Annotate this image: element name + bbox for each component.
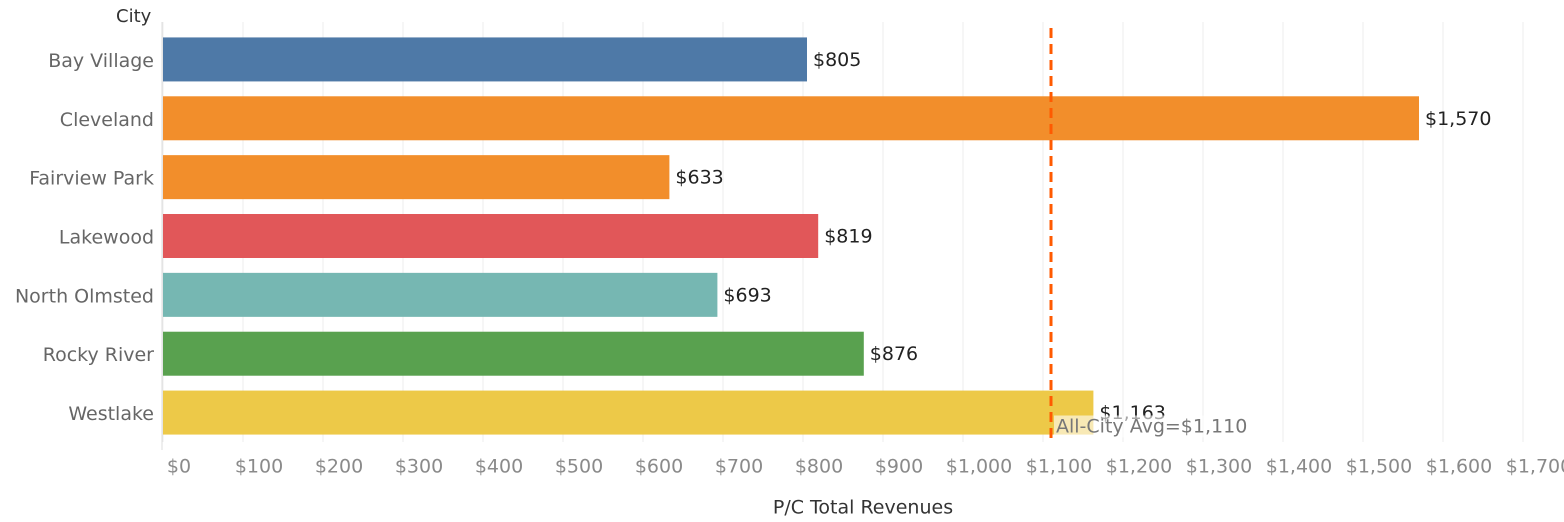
x-tick-label: $1,700 <box>1506 456 1564 478</box>
value-label: $633 <box>675 167 723 189</box>
x-tick-label: $400 <box>475 456 523 478</box>
category-label: Westlake <box>68 403 154 425</box>
bar <box>163 214 819 258</box>
category-label: Bay Village <box>48 50 154 72</box>
x-tick-label: $1,300 <box>1186 456 1252 478</box>
x-tick-label: $1,100 <box>1026 456 1092 478</box>
value-label: $805 <box>813 49 861 71</box>
category-label: North Olmsted <box>15 285 154 307</box>
category-label: Rocky River <box>43 344 154 366</box>
value-label: $876 <box>870 343 918 365</box>
x-tick-label: $1,200 <box>1106 456 1172 478</box>
x-tick-label: $100 <box>235 456 283 478</box>
value-label: $819 <box>824 226 872 248</box>
bar <box>163 331 864 376</box>
x-tick-label: $200 <box>315 456 363 478</box>
x-tick-label: $900 <box>875 456 923 478</box>
bar <box>163 272 718 317</box>
x-axis-label: P/C Total Revenues <box>773 497 953 519</box>
x-tick-label: $0 <box>167 456 191 478</box>
x-tick-label: $500 <box>555 456 603 478</box>
category-label: Lakewood <box>59 227 154 249</box>
x-tick-label: $600 <box>635 456 683 478</box>
bar <box>163 155 670 200</box>
reference-label: All-City Avg=$1,110 <box>1056 416 1247 438</box>
bar <box>163 96 1419 141</box>
x-tick-label: $700 <box>715 456 763 478</box>
y-header: City <box>116 6 152 27</box>
x-tick-label: $1,000 <box>946 456 1012 478</box>
reference-label-bg <box>1054 415 1250 438</box>
x-tick-label: $1,400 <box>1266 456 1332 478</box>
x-tick-label: $300 <box>395 456 443 478</box>
value-label: $1,570 <box>1425 108 1491 130</box>
category-label: Fairview Park <box>29 168 154 190</box>
x-tick-label: $1,600 <box>1426 456 1492 478</box>
x-tick-label: $1,500 <box>1346 456 1412 478</box>
bar <box>163 390 1094 435</box>
bar <box>163 37 807 82</box>
value-label: $693 <box>723 284 771 306</box>
x-tick-label: $800 <box>795 456 843 478</box>
category-label: Cleveland <box>60 109 154 131</box>
